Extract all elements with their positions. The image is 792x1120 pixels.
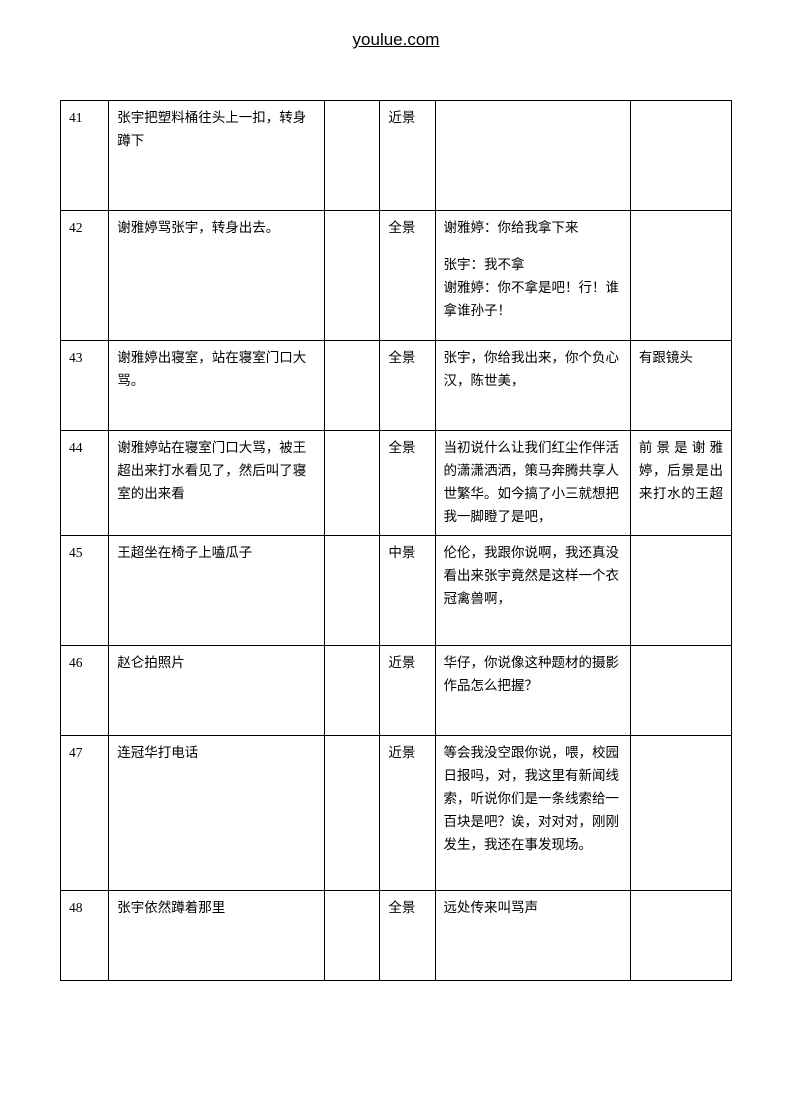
cell-no: 48	[61, 890, 109, 980]
cell-col3	[325, 341, 380, 431]
dialogue-line: 谢雅婷：你不拿是吧！行！谁拿谁孙子！	[444, 277, 622, 323]
cell-dialogue: 张宇，你给我出来，你个负心汉，陈世美，	[435, 341, 630, 431]
cell-dialogue: 华仔，你说像这种题材的摄影作品怎么把握？	[435, 645, 630, 735]
table-row: 48 张宇依然蹲着那里 全景 远处传来叫骂声	[61, 890, 732, 980]
cell-note	[630, 890, 731, 980]
cell-action: 谢雅婷站在寝室门口大骂，被王超出来打水看见了，然后叫了寝室的出来看	[109, 431, 325, 536]
cell-note	[630, 535, 731, 645]
cell-shot: 近景	[380, 645, 435, 735]
cell-shot: 全景	[380, 341, 435, 431]
cell-col3	[325, 211, 380, 341]
cell-action: 谢雅婷出寝室，站在寝室门口大骂。	[109, 341, 325, 431]
cell-note: 前景是谢雅婷，后景是出来打水的王超	[630, 431, 731, 536]
header-title: youlue.com	[353, 30, 440, 49]
cell-dialogue: 当初说什么让我们红尘作伴活的潇潇洒洒，策马奔腾共享人世繁华。如今搞了小三就想把我…	[435, 431, 630, 536]
table-row: 42 谢雅婷骂张宇，转身出去。 全景 谢雅婷：你给我拿下来 张宇：我不拿 谢雅婷…	[61, 211, 732, 341]
table-row: 46 赵仑拍照片 近景 华仔，你说像这种题材的摄影作品怎么把握？	[61, 645, 732, 735]
cell-shot: 全景	[380, 890, 435, 980]
cell-shot: 近景	[380, 101, 435, 211]
cell-dialogue: 谢雅婷：你给我拿下来 张宇：我不拿 谢雅婷：你不拿是吧！行！谁拿谁孙子！	[435, 211, 630, 341]
cell-dialogue: 等会我没空跟你说，喂，校园日报吗，对，我这里有新闻线索，听说你们是一条线索给一百…	[435, 735, 630, 890]
cell-dialogue	[435, 101, 630, 211]
cell-note	[630, 211, 731, 341]
cell-shot: 全景	[380, 211, 435, 341]
cell-note	[630, 101, 731, 211]
dialogue-line: 张宇：我不拿	[444, 254, 622, 277]
cell-no: 41	[61, 101, 109, 211]
cell-no: 45	[61, 535, 109, 645]
cell-col3	[325, 735, 380, 890]
cell-no: 47	[61, 735, 109, 890]
table-row: 47 连冠华打电话 近景 等会我没空跟你说，喂，校园日报吗，对，我这里有新闻线索…	[61, 735, 732, 890]
cell-shot: 中景	[380, 535, 435, 645]
cell-action: 张宇依然蹲着那里	[109, 890, 325, 980]
table-row: 44 谢雅婷站在寝室门口大骂，被王超出来打水看见了，然后叫了寝室的出来看 全景 …	[61, 431, 732, 536]
cell-no: 42	[61, 211, 109, 341]
cell-note: 有跟镜头	[630, 341, 731, 431]
cell-dialogue: 远处传来叫骂声	[435, 890, 630, 980]
cell-note	[630, 735, 731, 890]
table-row: 41 张宇把塑料桶往头上一扣，转身蹲下 近景	[61, 101, 732, 211]
cell-col3	[325, 101, 380, 211]
cell-action: 谢雅婷骂张宇，转身出去。	[109, 211, 325, 341]
cell-no: 44	[61, 431, 109, 536]
cell-no: 46	[61, 645, 109, 735]
cell-shot: 近景	[380, 735, 435, 890]
cell-shot: 全景	[380, 431, 435, 536]
cell-col3	[325, 535, 380, 645]
storyboard-table: 41 张宇把塑料桶往头上一扣，转身蹲下 近景 42 谢雅婷骂张宇，转身出去。 全…	[60, 100, 732, 981]
cell-dialogue: 伦伦，我跟你说啊，我还真没看出来张宇竟然是这样一个衣冠禽兽啊，	[435, 535, 630, 645]
cell-action: 王超坐在椅子上嗑瓜子	[109, 535, 325, 645]
dialogue-line: 谢雅婷：你给我拿下来	[444, 217, 622, 240]
cell-col3	[325, 890, 380, 980]
table-row: 45 王超坐在椅子上嗑瓜子 中景 伦伦，我跟你说啊，我还真没看出来张宇竟然是这样…	[61, 535, 732, 645]
cell-col3	[325, 431, 380, 536]
cell-no: 43	[61, 341, 109, 431]
cell-action: 赵仑拍照片	[109, 645, 325, 735]
table-row: 43 谢雅婷出寝室，站在寝室门口大骂。 全景 张宇，你给我出来，你个负心汉，陈世…	[61, 341, 732, 431]
cell-action: 张宇把塑料桶往头上一扣，转身蹲下	[109, 101, 325, 211]
page-header: youlue.com	[60, 30, 732, 50]
cell-action: 连冠华打电话	[109, 735, 325, 890]
cell-col3	[325, 645, 380, 735]
cell-note	[630, 645, 731, 735]
